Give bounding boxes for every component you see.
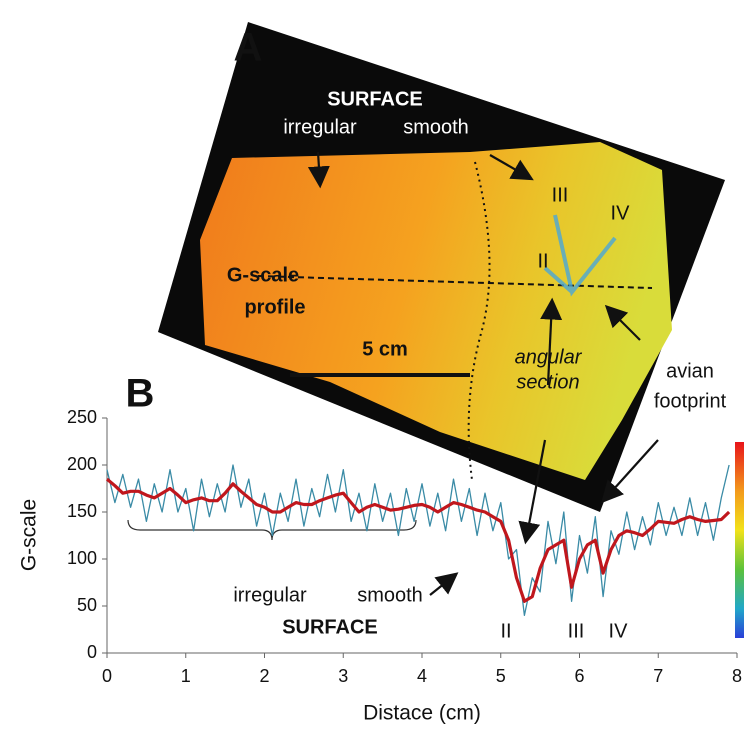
y-tick-label: 200: [67, 454, 97, 474]
annotation: SURFACE: [282, 616, 378, 638]
x-tick-label: 6: [574, 666, 584, 686]
x-tick-label: 5: [496, 666, 506, 686]
brace: [127, 519, 417, 541]
annotation: irregular: [283, 116, 357, 138]
x-tick-label: 1: [181, 666, 191, 686]
arrow: [307, 151, 330, 189]
annotation: III: [552, 184, 569, 206]
arrows: [307, 151, 659, 596]
x-tick-label: 7: [653, 666, 663, 686]
x-tick-label: 4: [417, 666, 427, 686]
annotation: avian: [666, 360, 714, 382]
annotation: profile: [244, 296, 305, 318]
specimen: [200, 142, 672, 480]
arrow: [489, 154, 534, 181]
annotation: II: [537, 250, 548, 272]
annotation: smooth: [403, 116, 469, 138]
footprint: [543, 214, 617, 297]
y-tick-label: 0: [87, 642, 97, 662]
arrow: [518, 439, 547, 545]
profile-line: [257, 275, 653, 289]
color-bar: [735, 442, 744, 638]
section-boundary: [467, 161, 491, 481]
series-line: [106, 464, 730, 617]
x-axis-label: Distace (cm): [363, 702, 481, 725]
annotation: footprint: [654, 390, 727, 412]
annotation: angular: [515, 346, 583, 368]
annotation: 5 cm: [362, 338, 408, 360]
annotation: II: [500, 620, 511, 642]
y-axis-label: G-scale: [18, 499, 41, 571]
x-tick-label: 0: [102, 666, 112, 686]
panel-a-photo: [158, 22, 725, 512]
y-tick-label: 250: [67, 407, 97, 427]
x-tick-label: 2: [259, 666, 269, 686]
arrow: [601, 439, 659, 504]
x-tick-label: 3: [338, 666, 348, 686]
panel-label: B: [126, 372, 155, 416]
annotation: irregular: [233, 584, 307, 606]
annotation: G-scale: [227, 264, 299, 286]
series-line: [105, 477, 731, 603]
y-tick-label: 100: [67, 548, 97, 568]
annotation: IV: [609, 620, 629, 642]
annotation: section: [516, 371, 579, 393]
annotation: III: [568, 620, 585, 642]
panel-label: A: [234, 26, 263, 70]
x-tick-label: 8: [732, 666, 742, 686]
arrow: [540, 297, 563, 386]
y-tick-label: 150: [67, 501, 97, 521]
y-tick-label: 50: [77, 595, 97, 615]
annotation: smooth: [357, 584, 423, 606]
arrow: [429, 572, 459, 596]
annotation: IV: [611, 202, 631, 224]
arrow: [604, 304, 641, 341]
annotation: SURFACE: [327, 88, 423, 110]
